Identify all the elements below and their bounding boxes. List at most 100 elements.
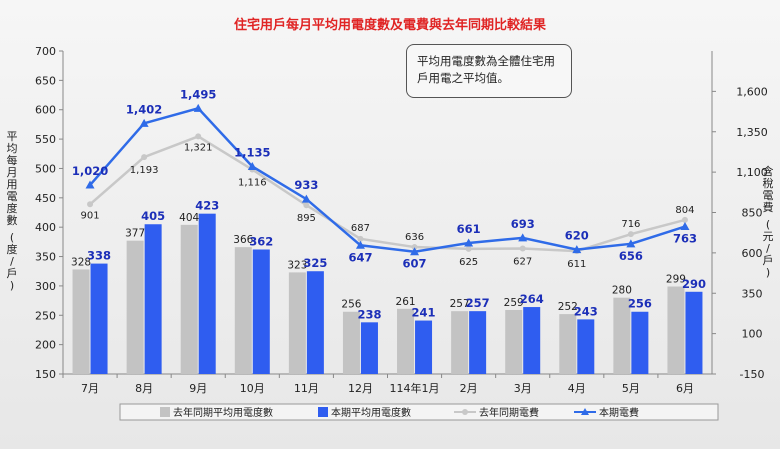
bar xyxy=(306,271,324,374)
bar-value-label: 238 xyxy=(357,307,381,321)
legend-label: 本期平均用電度數 xyxy=(331,406,411,419)
legend-label: 去年同期平均用電度數 xyxy=(173,406,273,419)
line-value-label: 656 xyxy=(619,249,643,263)
x-tick-label: 4月 xyxy=(568,382,586,395)
line-value-label: 647 xyxy=(348,250,372,264)
x-tick-label: 12月 xyxy=(348,382,373,395)
line-value-label: 763 xyxy=(673,232,697,246)
bar-value-label: 261 xyxy=(396,296,416,308)
bar-value-label: 257 xyxy=(466,296,490,310)
left-tick-label: 400 xyxy=(35,221,56,234)
bar-value-label: 338 xyxy=(87,249,111,263)
left-tick-label: 150 xyxy=(35,368,56,381)
x-tick-label: 7月 xyxy=(81,382,99,395)
bar xyxy=(685,291,703,374)
left-tick-label: 200 xyxy=(35,339,56,352)
line-marker xyxy=(518,233,528,242)
right-tick-label: 1,100 xyxy=(736,166,768,179)
left-tick-label: 600 xyxy=(35,104,56,117)
bar xyxy=(360,322,378,374)
legend-label: 去年同期電費 xyxy=(479,406,539,419)
bar-value-label: 299 xyxy=(666,273,686,285)
bar-value-label: 377 xyxy=(125,228,145,240)
left-tick-label: 300 xyxy=(35,280,56,293)
lines xyxy=(85,103,690,256)
annotation-box: 平均用電度數為全體住宅用 戶用電之平均值。 xyxy=(406,44,572,98)
left-tick-label: 650 xyxy=(35,74,56,87)
annotation-line-1: 平均用電度數為全體住宅用 xyxy=(417,54,555,68)
line-marker xyxy=(85,180,95,189)
bar xyxy=(288,272,306,374)
line-value-label: 636 xyxy=(405,232,424,243)
line-marker xyxy=(139,118,149,127)
bar-value-label: 404 xyxy=(179,212,199,224)
line-marker xyxy=(411,244,418,251)
bar xyxy=(559,314,577,374)
legend-marker xyxy=(581,408,589,415)
x-tick-label: 11月 xyxy=(294,382,319,395)
bar xyxy=(180,224,198,374)
line-marker xyxy=(519,245,526,252)
bar-value-label: 280 xyxy=(612,285,632,297)
line-value-label: 661 xyxy=(457,222,481,236)
bar-value-label: 323 xyxy=(287,259,307,271)
y-axis-label-right: 含稅電費(元/戶) xyxy=(763,164,774,279)
line-value-label: 1,020 xyxy=(72,164,108,178)
line-marker xyxy=(464,238,474,247)
bar xyxy=(631,311,649,374)
bar xyxy=(667,286,685,374)
line-value-label: 625 xyxy=(459,257,478,268)
legend-swatch xyxy=(318,407,328,417)
left-tick-label: 350 xyxy=(35,251,56,264)
right-tick-label: -150 xyxy=(740,368,765,381)
bar xyxy=(234,247,252,374)
line-marker xyxy=(247,161,257,170)
line-value-label: 611 xyxy=(567,259,586,270)
bar xyxy=(613,297,631,374)
bar-value-label: 264 xyxy=(520,292,544,306)
bar-value-label: 362 xyxy=(249,234,273,248)
right-tick-label: 1,350 xyxy=(736,126,768,139)
bar xyxy=(397,308,415,374)
bar-value-label: 256 xyxy=(628,297,652,311)
line-value-label: 693 xyxy=(511,217,535,231)
x-tick-label: 114年1月 xyxy=(390,381,440,395)
line-marker xyxy=(572,245,582,254)
series-line-last-year-fee xyxy=(89,135,686,253)
right-tick-label: 1,600 xyxy=(736,85,768,98)
line-marker xyxy=(680,222,690,231)
line-value-label: 687 xyxy=(351,223,370,234)
bar xyxy=(505,309,523,374)
legend-marker xyxy=(462,409,468,415)
line-value-label: 901 xyxy=(80,210,99,221)
bar-value-label: 290 xyxy=(682,277,706,291)
axes: 150 200 250 300 350 400 450 500 550 600 650 700 -150… xyxy=(7,45,774,395)
data-labels: 328 377 404 366 323 256 261 257 259 252 280 299 338 4… xyxy=(71,87,706,321)
bars xyxy=(72,213,703,374)
bar xyxy=(90,263,108,374)
bar xyxy=(469,311,487,374)
line-marker xyxy=(195,133,202,140)
annotation-line-2: 戶用電之平均值。 xyxy=(417,71,509,85)
bar-value-label: 243 xyxy=(574,304,598,318)
bar-value-label: 325 xyxy=(303,256,327,270)
left-tick-label: 700 xyxy=(35,45,56,58)
line-value-label: 895 xyxy=(297,213,316,224)
line-value-label: 804 xyxy=(675,205,694,216)
x-tick-label: 8月 xyxy=(135,382,153,395)
bar xyxy=(342,311,360,374)
bar xyxy=(144,224,162,374)
x-tick-label: 6月 xyxy=(676,382,694,395)
line-marker xyxy=(465,245,472,252)
x-tick-label: 10月 xyxy=(240,382,265,395)
bar-value-label: 252 xyxy=(558,301,578,313)
bar-value-label: 328 xyxy=(71,256,91,268)
left-tick-label: 450 xyxy=(35,192,56,205)
line-marker xyxy=(357,235,364,242)
x-tick-label: 5月 xyxy=(622,382,640,395)
bar xyxy=(415,320,433,374)
line-value-label: 607 xyxy=(403,257,427,271)
bar-value-label: 366 xyxy=(233,234,253,246)
x-tick-label: 9月 xyxy=(189,382,207,395)
line-marker xyxy=(681,216,688,223)
